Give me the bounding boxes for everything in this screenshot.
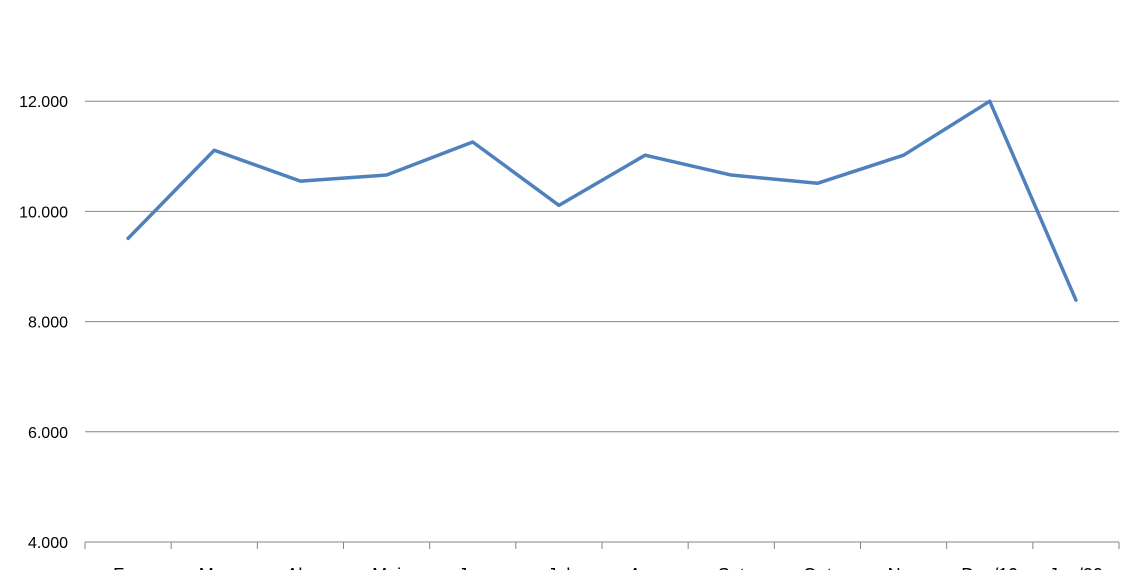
x-tick-label: Out — [803, 565, 832, 570]
x-tick-label: Mai — [372, 565, 401, 570]
y-tick-label: 6.000 — [28, 425, 68, 442]
y-tick-label: 8.000 — [28, 315, 68, 332]
x-tick-label: Jan/20 — [1049, 565, 1103, 570]
x-tick-label: Fev — [113, 565, 143, 570]
x-tick-label: Jul — [547, 565, 570, 570]
y-tick-label: 12.000 — [19, 94, 68, 111]
x-tick-label: Abr — [286, 565, 314, 570]
series-line — [126, 99, 1078, 302]
x-tick-label: Dez/19 — [961, 565, 1018, 570]
x-tick-label: Set — [718, 565, 745, 570]
x-tick-label: Nov — [888, 565, 920, 570]
x-tick-label: Ago — [629, 565, 661, 570]
x-tick-label: Jun — [458, 565, 487, 570]
y-tick-label: 4.000 — [28, 535, 68, 552]
y-tick-label: 10.000 — [19, 204, 68, 221]
x-tick-label: Mar — [199, 565, 230, 570]
